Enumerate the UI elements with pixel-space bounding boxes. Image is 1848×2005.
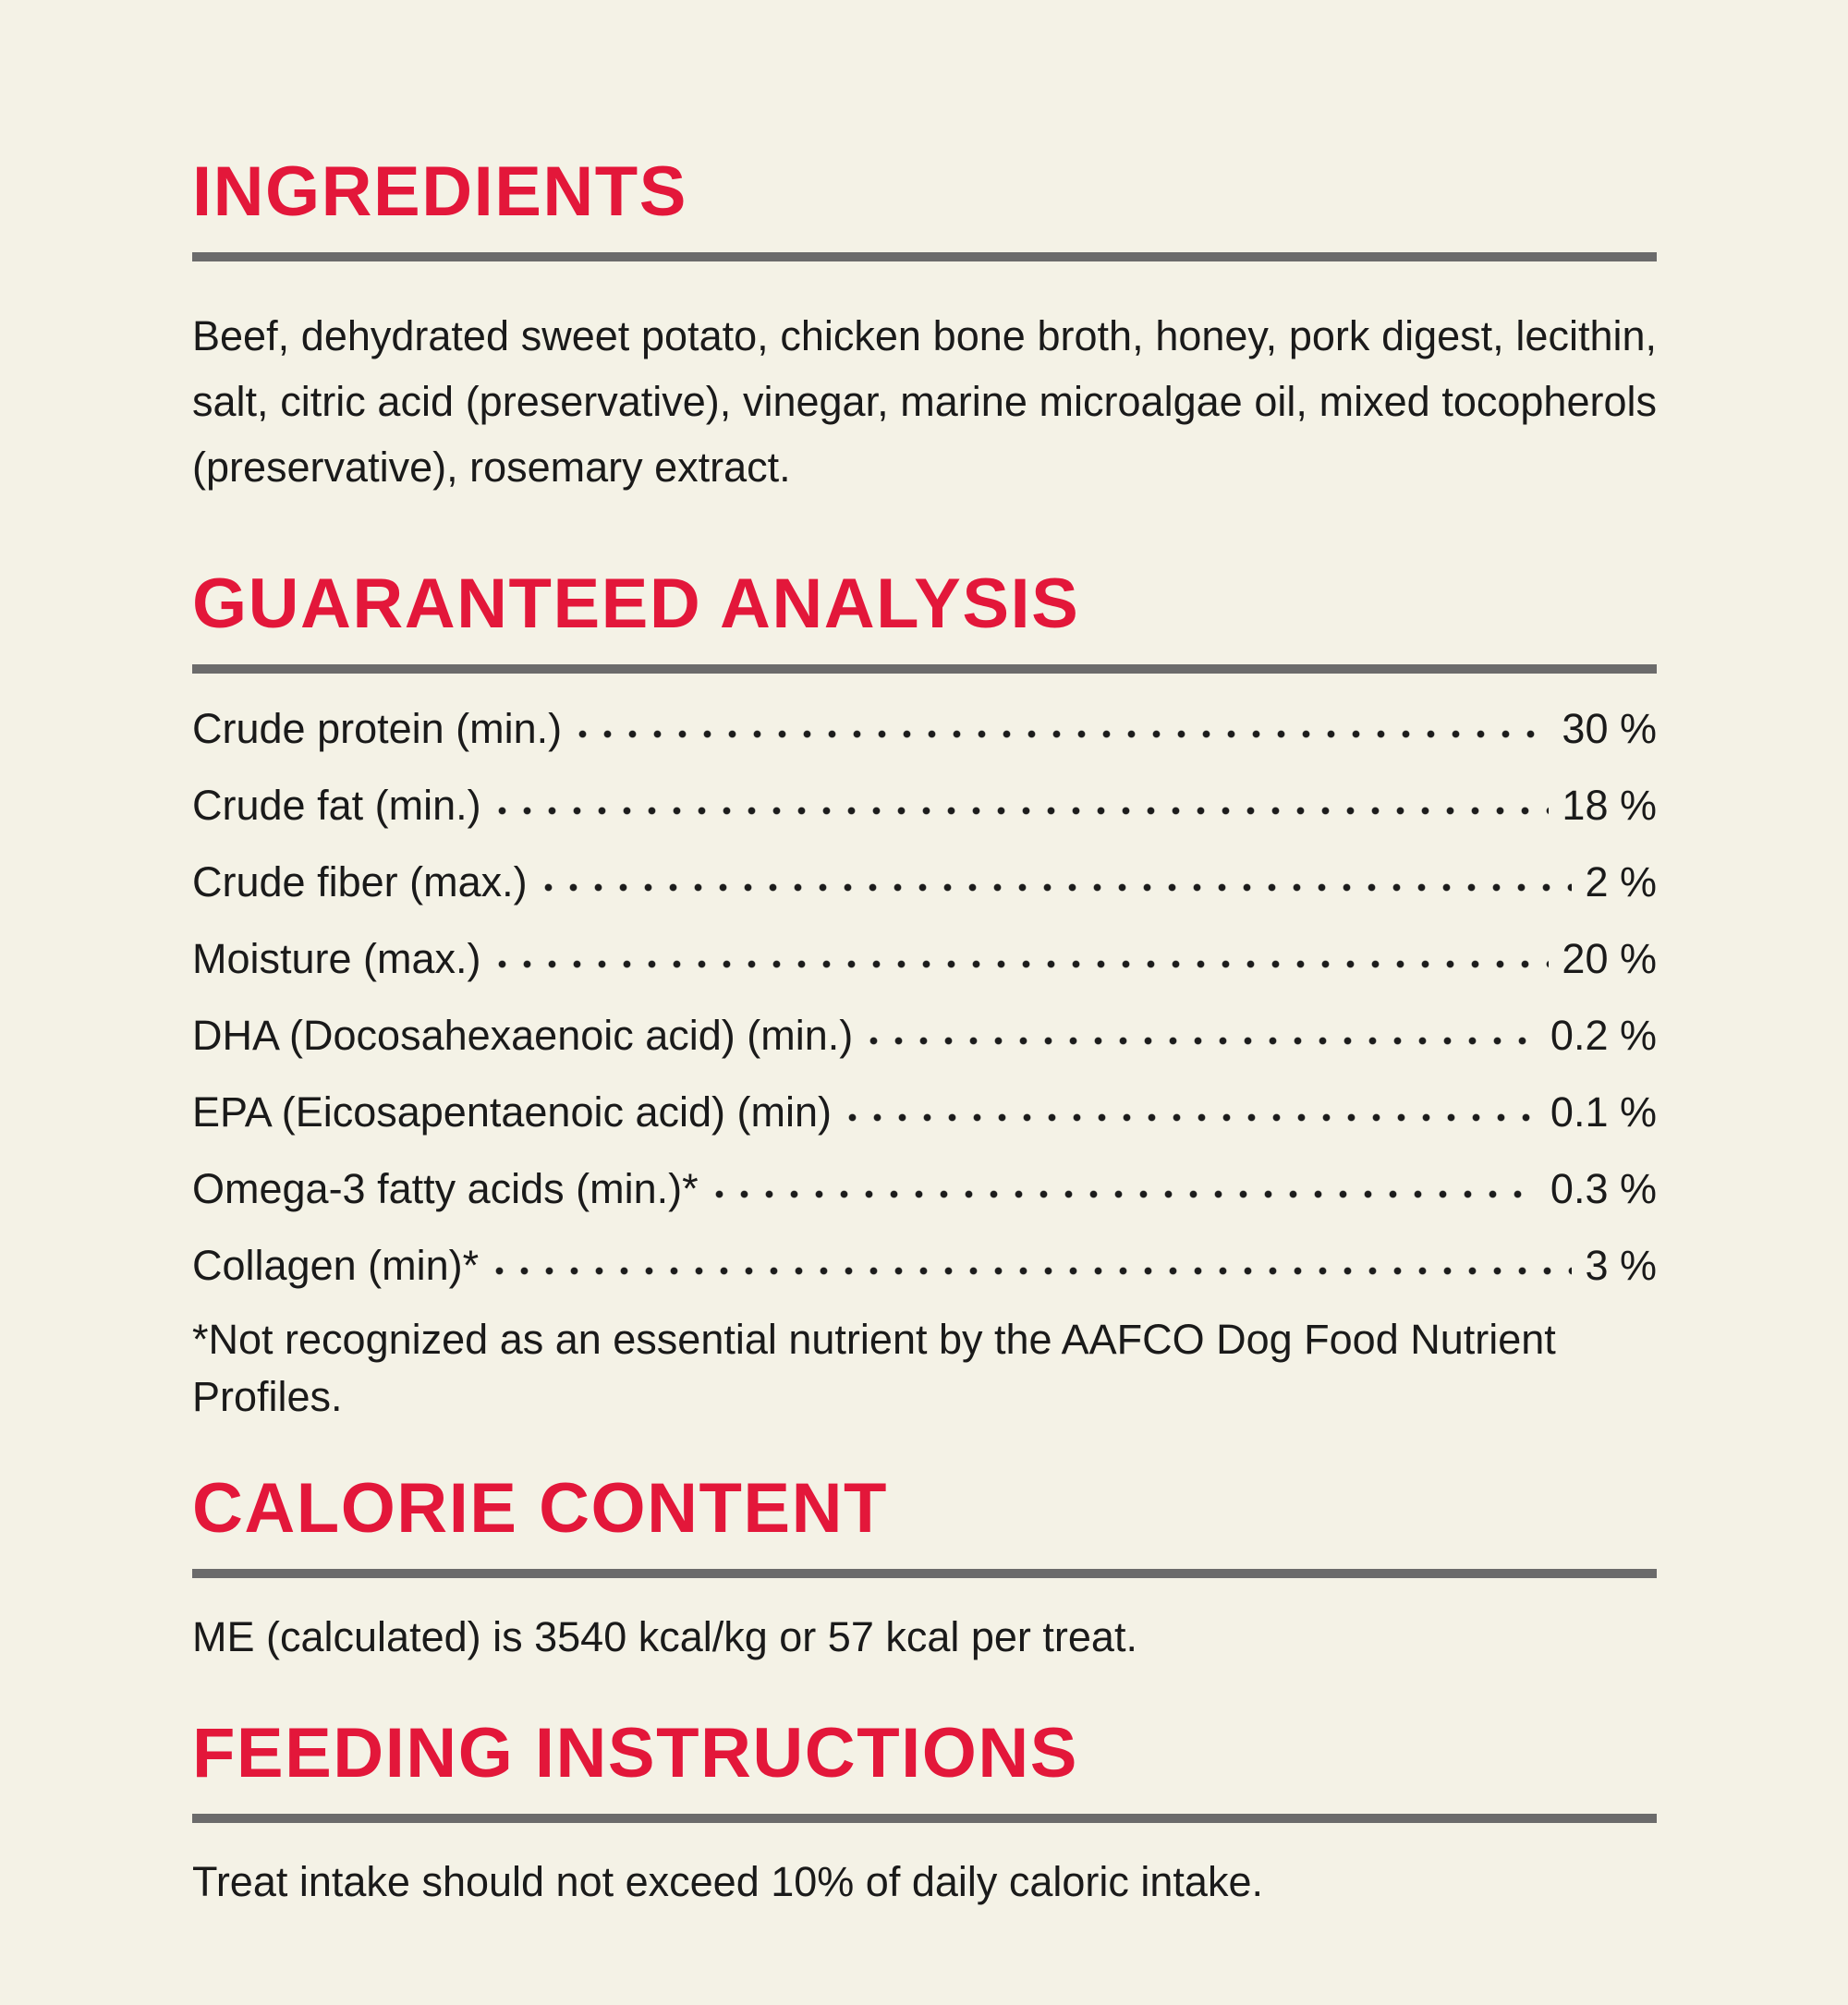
feeding-instructions-section: FEEDING INSTRUCTIONS Treat intake should… xyxy=(192,1719,1657,1906)
analysis-row: Crude fiber (max.) 2 % xyxy=(192,844,1657,920)
dot-leader xyxy=(869,1037,1538,1045)
analysis-row-value: 0.1 % xyxy=(1550,1088,1657,1136)
analysis-row-value: 0.3 % xyxy=(1550,1165,1657,1212)
feeding-instructions-body: Treat intake should not exceed 10% of da… xyxy=(192,1858,1263,1905)
calorie-content-body: ME (calculated) is 3540 kcal/kg or 57 kc… xyxy=(192,1613,1137,1660)
label-page: INGREDIENTS Beef, dehydrated sweet potat… xyxy=(0,157,1848,2005)
dot-leader xyxy=(848,1113,1538,1122)
dot-leader xyxy=(714,1190,1538,1198)
analysis-row-label: Moisture (max.) xyxy=(192,935,481,982)
ingredients-heading: INGREDIENTS xyxy=(192,152,687,231)
dot-leader xyxy=(495,1267,1573,1275)
guaranteed-analysis-heading: GUARANTEED ANALYSIS xyxy=(192,565,1080,643)
analysis-table: Crude protein (min.) 30 % Crude fat (min… xyxy=(192,690,1657,1304)
feeding-instructions-heading: FEEDING INSTRUCTIONS xyxy=(192,1714,1078,1792)
analysis-row-value: 0.2 % xyxy=(1550,1012,1657,1059)
feeding-instructions-divider xyxy=(192,1814,1657,1823)
analysis-row: Collagen (min)* 3 % xyxy=(192,1227,1657,1304)
calorie-content-section: CALORIE CONTENT ME (calculated) is 3540 … xyxy=(192,1474,1657,1661)
analysis-row-label: Collagen (min)* xyxy=(192,1242,480,1289)
dot-leader xyxy=(543,883,1573,892)
guaranteed-analysis-section: GUARANTEED ANALYSIS Crude protein (min.)… xyxy=(192,569,1657,1426)
ingredients-body: Beef, dehydrated sweet potato, chicken b… xyxy=(192,312,1657,491)
ingredients-divider xyxy=(192,252,1657,261)
analysis-row-label: EPA (Eicosapentaenoic acid) (min) xyxy=(192,1088,832,1136)
analysis-row-value: 18 % xyxy=(1562,782,1657,829)
analysis-row-label: Crude protein (min.) xyxy=(192,705,563,752)
dot-leader xyxy=(497,807,1550,815)
analysis-row-label: Crude fiber (max.) xyxy=(192,858,528,905)
analysis-row: EPA (Eicosapentaenoic acid) (min) 0.1 % xyxy=(192,1074,1657,1150)
calorie-content-divider xyxy=(192,1569,1657,1578)
analysis-row: Crude protein (min.) 30 % xyxy=(192,690,1657,767)
analysis-row-label: Crude fat (min.) xyxy=(192,782,481,829)
dot-leader xyxy=(497,960,1550,968)
analysis-row: Omega-3 fatty acids (min.)* 0.3 % xyxy=(192,1150,1657,1227)
analysis-row-value: 2 % xyxy=(1585,858,1657,905)
analysis-row-value: 30 % xyxy=(1562,705,1657,752)
analysis-row: DHA (Docosahexaenoic acid) (min.) 0.2 % xyxy=(192,997,1657,1074)
calorie-content-heading: CALORIE CONTENT xyxy=(192,1469,888,1548)
ingredients-section: INGREDIENTS Beef, dehydrated sweet potat… xyxy=(192,157,1657,500)
analysis-row-label: Omega-3 fatty acids (min.)* xyxy=(192,1165,699,1212)
analysis-row-label: DHA (Docosahexaenoic acid) (min.) xyxy=(192,1012,854,1059)
analysis-row: Crude fat (min.) 18 % xyxy=(192,767,1657,844)
analysis-row-value: 20 % xyxy=(1562,935,1657,982)
analysis-row: Moisture (max.) 20 % xyxy=(192,920,1657,997)
analysis-row-value: 3 % xyxy=(1585,1242,1657,1289)
dot-leader xyxy=(578,730,1550,738)
analysis-footnote: *Not recognized as an essential nutrient… xyxy=(192,1316,1556,1420)
guaranteed-analysis-divider xyxy=(192,664,1657,674)
